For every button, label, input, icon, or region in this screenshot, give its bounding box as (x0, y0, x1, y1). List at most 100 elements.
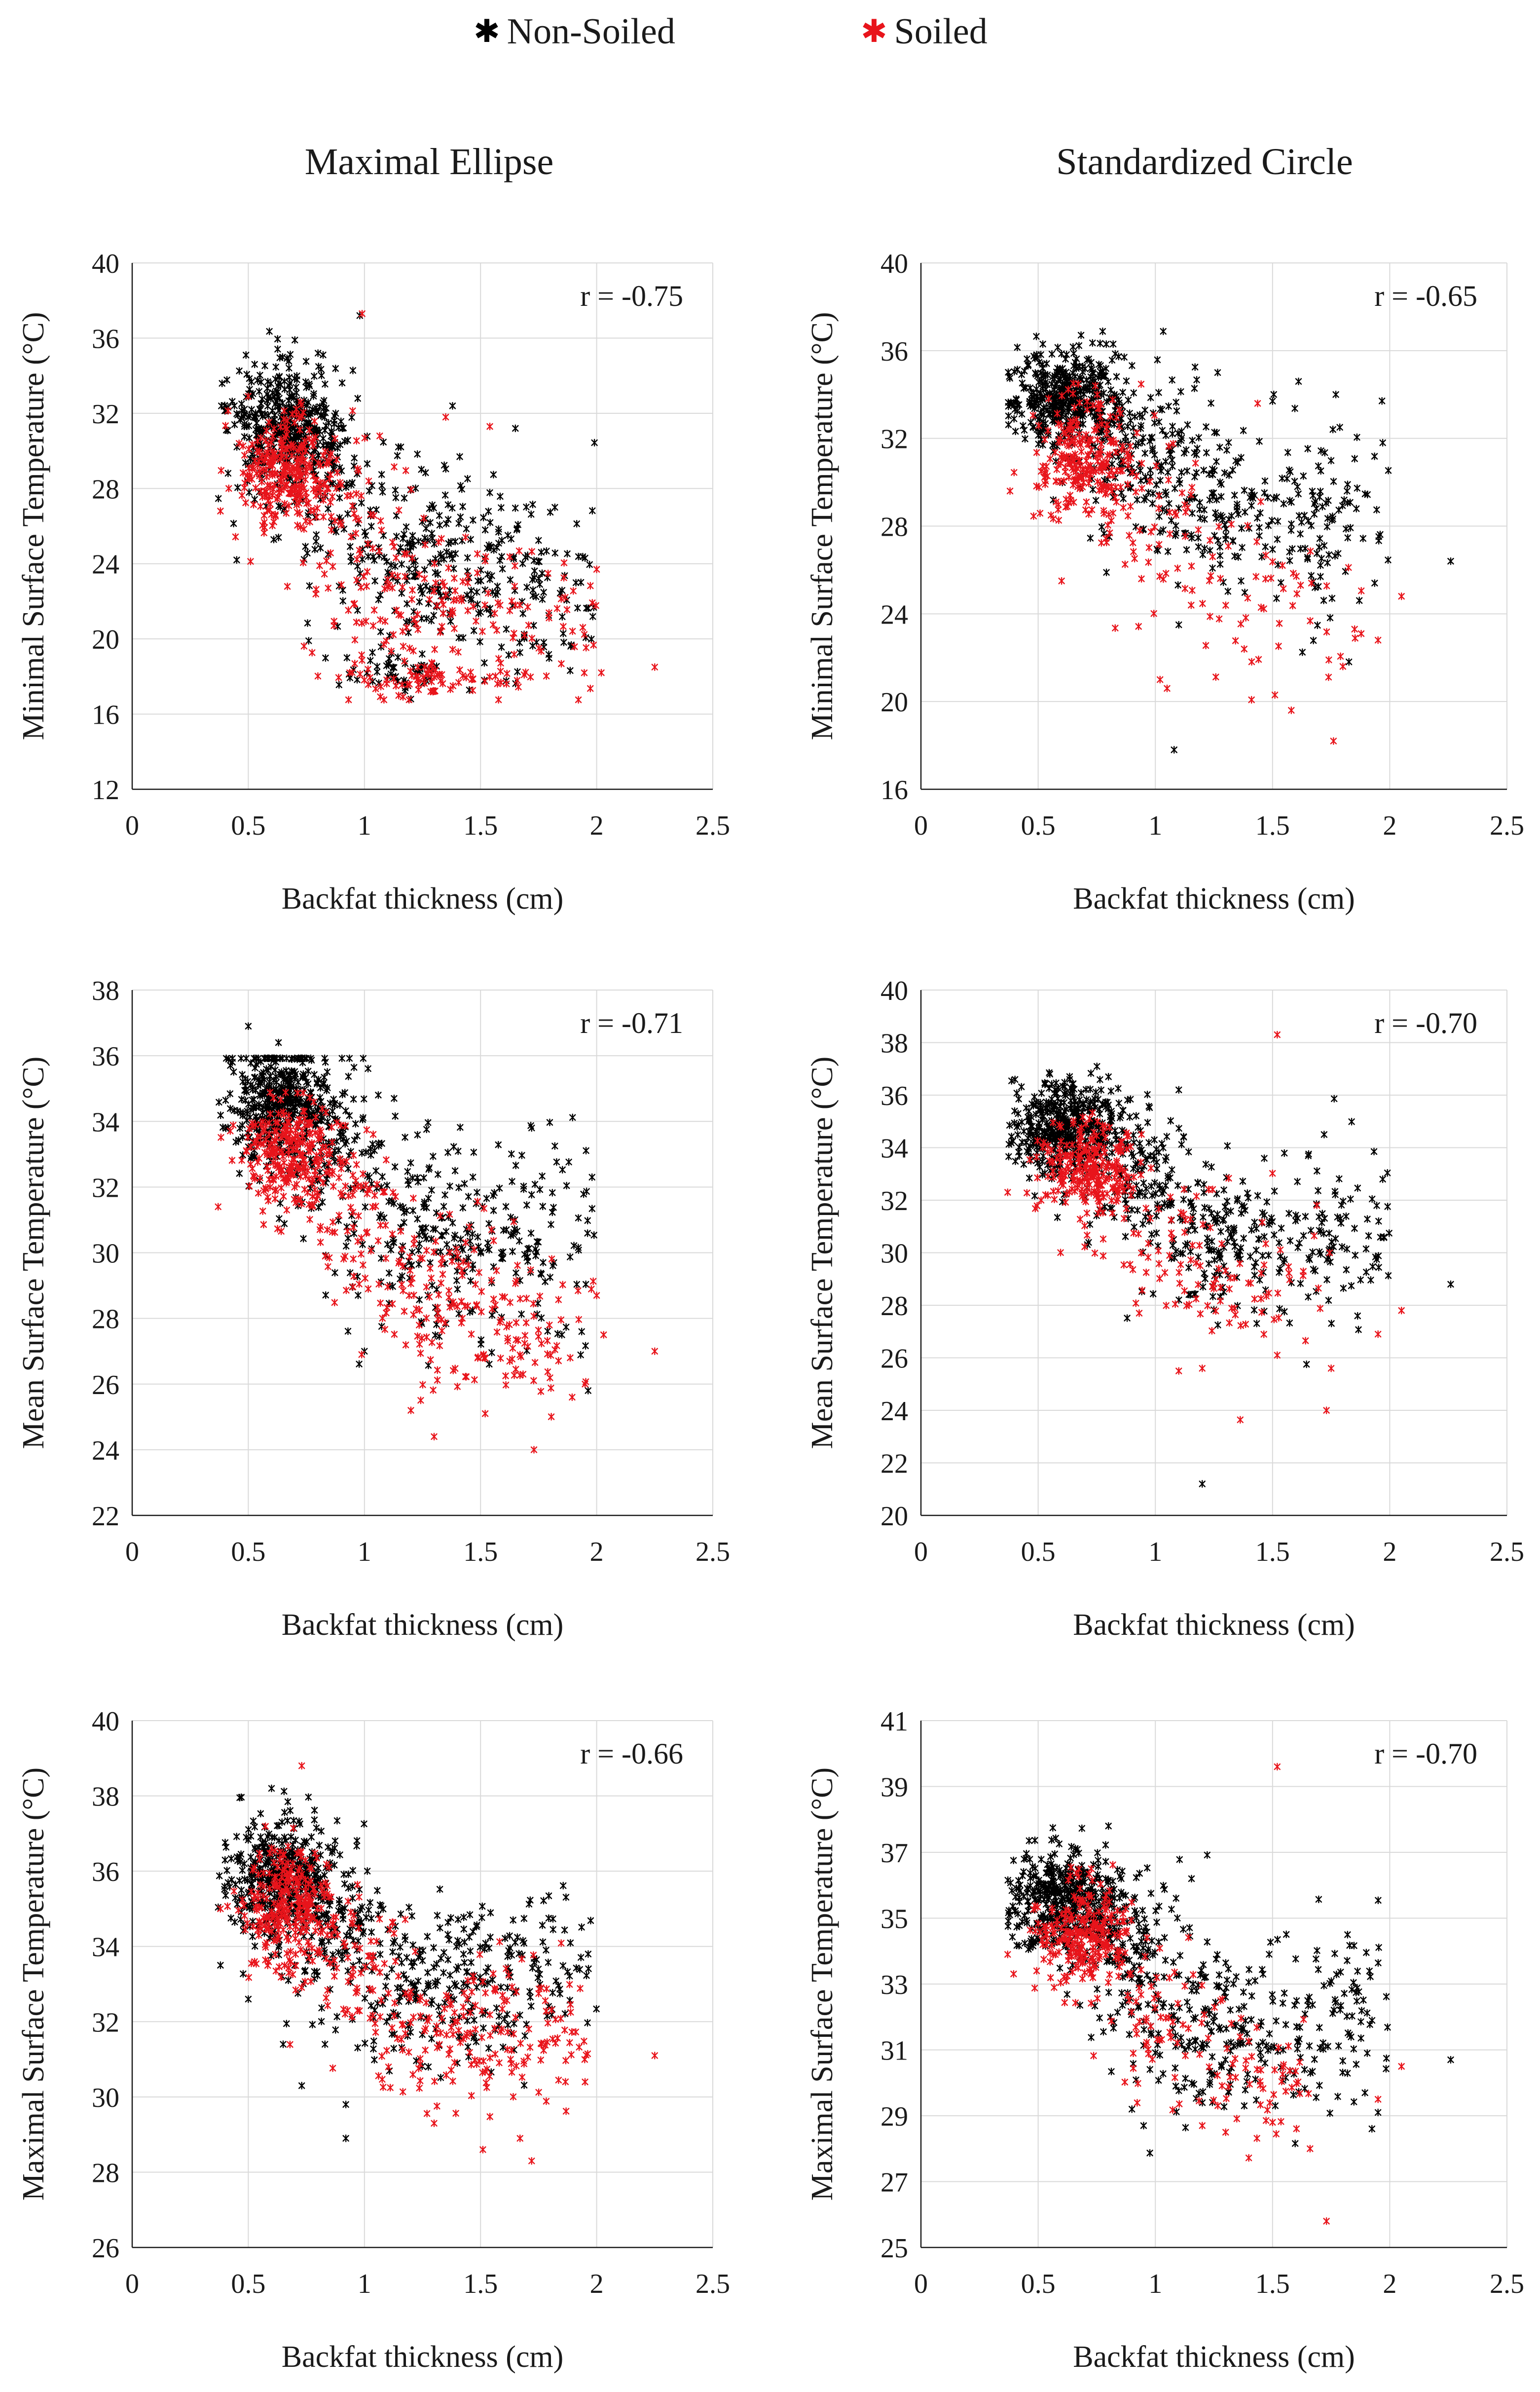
data-point-non-soiled (386, 1269, 393, 1277)
data-point-non-soiled (1005, 1152, 1012, 1161)
data-point-soiled (241, 479, 249, 487)
data-point-non-soiled (1240, 427, 1247, 435)
y-tick-label: 40 (880, 976, 908, 1006)
data-point-non-soiled (1148, 1230, 1155, 1239)
data-point-non-soiled (1020, 422, 1027, 430)
data-point-non-soiled (1354, 433, 1360, 442)
data-point-non-soiled (257, 371, 263, 379)
data-point-soiled (1065, 473, 1072, 481)
data-point-non-soiled (422, 469, 429, 477)
data-point-soiled (370, 606, 378, 614)
legend-item-non-soiled: ✱ Non-Soiled (474, 7, 675, 56)
chart-legend: ✱ Non-Soiled ✱ Soiled (0, 0, 1540, 64)
data-point-non-soiled (459, 503, 466, 511)
data-point-soiled (1157, 675, 1164, 684)
data-point-non-soiled (319, 1198, 326, 1206)
data-point-non-soiled (226, 1090, 234, 1098)
y-tick-label: 24 (880, 599, 908, 630)
data-point-soiled (535, 1326, 542, 1334)
data-point-non-soiled (1320, 1131, 1328, 1139)
data-point-non-soiled (1323, 522, 1331, 531)
data-point-non-soiled (538, 548, 545, 556)
data-point-non-soiled (404, 1168, 411, 1176)
data-point-non-soiled (345, 1165, 352, 1173)
data-point-soiled (435, 1290, 442, 1299)
data-point-soiled (364, 1190, 370, 1198)
data-point-soiled (323, 557, 330, 565)
data-point-non-soiled (454, 1285, 461, 1293)
data-point-non-soiled (349, 479, 356, 487)
data-point-non-soiled (224, 469, 232, 478)
data-point-non-soiled (523, 1347, 530, 1355)
data-point-soiled (1222, 601, 1229, 609)
y-tick-label: 32 (880, 1186, 908, 1216)
data-point-soiled (435, 1309, 441, 1317)
data-point-soiled (493, 626, 500, 634)
data-point-non-soiled (379, 1173, 386, 1181)
data-point-non-soiled (575, 1214, 582, 1222)
data-point-soiled (1055, 516, 1062, 524)
data-point-non-soiled (582, 1342, 589, 1350)
data-point-non-soiled (535, 575, 542, 583)
data-point-non-soiled (300, 1235, 307, 1243)
data-point-non-soiled (223, 376, 230, 384)
data-point-soiled (1113, 466, 1120, 475)
data-point-non-soiled (1169, 422, 1176, 431)
data-point-non-soiled (266, 327, 273, 335)
data-point-soiled (376, 547, 383, 555)
data-point-non-soiled (1203, 423, 1210, 431)
data-point-non-soiled (1108, 356, 1116, 364)
data-point-non-soiled (1359, 534, 1366, 543)
data-point-non-soiled (1371, 579, 1378, 587)
data-point-non-soiled (486, 1360, 493, 1368)
data-point-soiled (451, 587, 459, 595)
data-point-non-soiled (435, 558, 442, 567)
data-point-soiled (555, 1295, 562, 1304)
data-point-non-soiled (1257, 509, 1264, 517)
data-point-non-soiled (373, 506, 380, 514)
data-point-soiled (349, 1283, 357, 1291)
data-point-non-soiled (457, 513, 464, 521)
data-point-soiled (242, 499, 249, 507)
data-point-soiled (410, 1311, 417, 1319)
data-point-non-soiled (1048, 1080, 1055, 1088)
data-point-soiled (1217, 575, 1224, 583)
data-point-soiled (331, 1298, 338, 1307)
data-point-non-soiled (331, 1269, 338, 1277)
data-point-non-soiled (465, 1192, 472, 1201)
data-point-non-soiled (1253, 1224, 1260, 1233)
data-point-non-soiled (322, 380, 329, 388)
data-point-non-soiled (294, 1078, 302, 1086)
data-point-non-soiled (1305, 1293, 1312, 1301)
data-point-non-soiled (1222, 531, 1229, 540)
data-point-non-soiled (1307, 1226, 1315, 1235)
data-point-non-soiled (452, 550, 459, 558)
data-point-soiled (325, 1262, 331, 1271)
data-point-soiled (428, 1338, 436, 1347)
data-point-non-soiled (539, 1202, 546, 1211)
y-axis-label: Minimal Surface Temperature (°C) (17, 312, 50, 740)
data-point-soiled (330, 1182, 337, 1190)
data-point-soiled (469, 686, 477, 695)
data-point-non-soiled (546, 1118, 553, 1127)
data-point-non-soiled (422, 582, 430, 590)
data-point-non-soiled (1140, 1179, 1147, 1187)
data-point-non-soiled (486, 488, 493, 497)
data-point-soiled (402, 1341, 409, 1349)
data-point-soiled (1041, 436, 1048, 443)
data-point-non-soiled (305, 380, 313, 388)
x-tick-label: 2.5 (1490, 1537, 1524, 1567)
data-point-non-soiled (1367, 1276, 1374, 1284)
data-point-soiled (1133, 429, 1140, 437)
data-point-soiled (1071, 404, 1078, 411)
data-point-soiled (1108, 516, 1115, 525)
data-point-soiled (440, 609, 447, 618)
data-point-soiled (1078, 447, 1085, 456)
data-point-soiled (570, 587, 577, 595)
data-point-soiled (439, 1326, 445, 1335)
data-point-non-soiled (336, 441, 344, 449)
x-tick-label: 0 (914, 1537, 928, 1567)
data-point-soiled (407, 1280, 414, 1288)
data-point-soiled (504, 669, 511, 678)
data-point-non-soiled (361, 528, 368, 536)
